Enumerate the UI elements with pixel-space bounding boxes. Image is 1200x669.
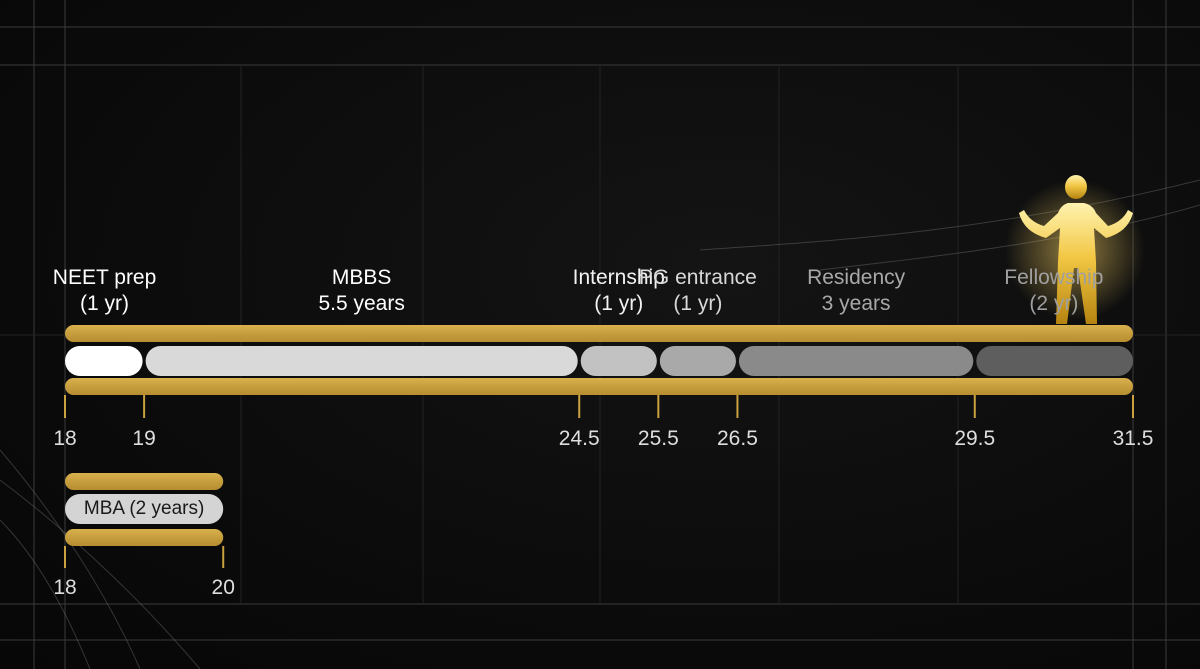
segment-label-pg-entrance: PG entrance (1 yr) [639,265,757,317]
gold-rail-bottom [65,378,1133,395]
segment-label-neet: NEET prep (1 yr) [53,265,157,317]
segment-residency [738,346,974,376]
segment-title: Fellowship [1004,266,1104,289]
segment-fellowship [976,346,1133,376]
mba-tick-label-20: 20 [211,576,235,599]
gold-rail-top [65,325,1133,342]
tick-label-24.5: 24.5 [558,427,600,450]
segment-duration: (1 yr) [594,292,644,315]
segment-duration: 5.5 years [318,292,405,315]
tick-label-18: 18 [53,427,77,450]
segment-mbbs [145,346,578,376]
mba-label: MBA (2 years) [83,498,205,519]
tick-label-26.5: 26.5 [717,427,758,450]
segment-label-fellowship: Fellowship (2 yr) [1004,265,1103,317]
tick-label-31.5: 31.5 [1112,427,1154,450]
segment-duration: 3 years [821,292,891,315]
segment-title: Residency [807,266,906,289]
mba-tick-label-18: 18 [53,576,77,599]
segment-internship [580,346,657,376]
segment-duration: (2 yr) [1029,292,1079,315]
tick-label-25.5: 25.5 [637,427,679,450]
segment-neet [65,346,143,376]
segment-label-internship: Internship (1 yr) [573,265,665,317]
tick-label-29.5: 29.5 [954,427,996,450]
segment-pg-entrance [659,346,736,376]
segment-title: PG entrance [638,266,757,289]
segment-duration: (1 yr) [80,292,130,315]
mba-rail-top [65,473,224,490]
segment-title: Internship [572,266,665,289]
mba-rail-bottom [65,529,224,546]
segment-label-mbbs: MBBS 5.5 years [318,265,404,317]
segment-duration: (1 yr) [673,292,723,315]
segment-mba [65,494,224,524]
segment-title: MBBS [331,266,392,289]
segment-title: NEET prep [52,266,157,289]
segment-label-residency: Residency 3 years [807,265,905,317]
person-celebrating-icon [1019,175,1133,324]
tick-label-19: 19 [132,427,156,450]
